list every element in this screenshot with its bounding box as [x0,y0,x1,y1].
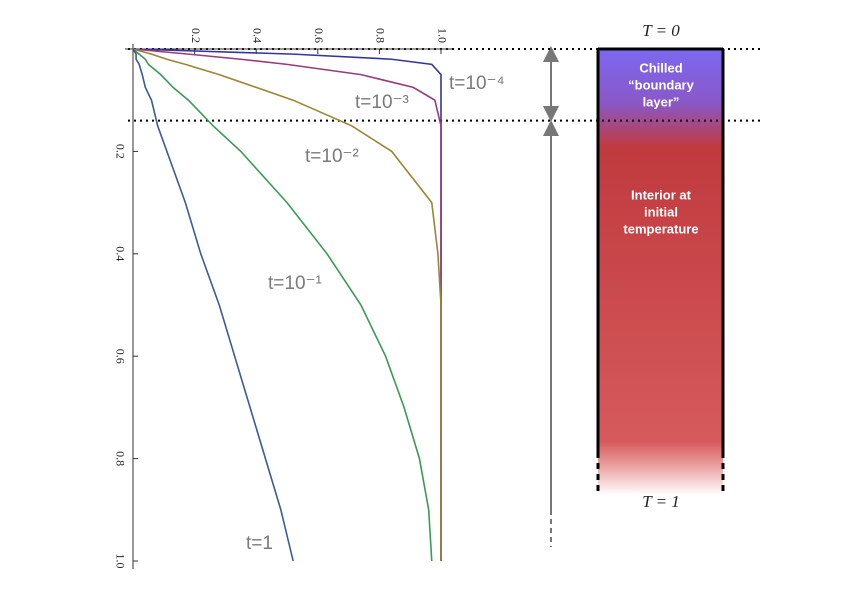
interior-label: initial [644,204,678,219]
series-line [132,48,442,561]
series-line [132,48,442,561]
series-label: t=10⁻² [305,146,359,167]
chilled-label: layer” [643,94,680,109]
y-tick-label: 0.4 [113,246,127,261]
x-tick-label: 0.8 [374,28,388,43]
series-label: t=10⁻⁴ [449,73,505,94]
series-line [132,48,433,562]
x-tick-label: 0.4 [250,28,264,43]
series-line [132,48,442,561]
y-tick-label: 0.8 [113,451,127,466]
top-label: T = 0 [642,21,680,40]
interior-label: temperature [623,221,698,236]
chilled-label: “boundary [628,77,694,92]
series-line [132,48,294,562]
bottom-label: T = 1 [642,492,680,511]
y-tick-label: 1.0 [113,554,127,569]
series-label: t=10⁻¹ [268,273,322,294]
x-tick-label: 0.2 [189,28,203,43]
series-label: t=1 [246,533,273,554]
interior-label: Interior at [631,187,692,202]
x-tick-label: 1.0 [435,28,449,43]
y-tick-label: 0.6 [113,349,127,364]
series-label: t=10⁻³ [355,92,409,113]
column-border [596,47,725,495]
column [598,49,723,495]
chilled-label: Chilled [639,60,682,75]
y-tick-label: 0.2 [113,144,127,159]
x-tick-label: 0.6 [312,28,326,43]
